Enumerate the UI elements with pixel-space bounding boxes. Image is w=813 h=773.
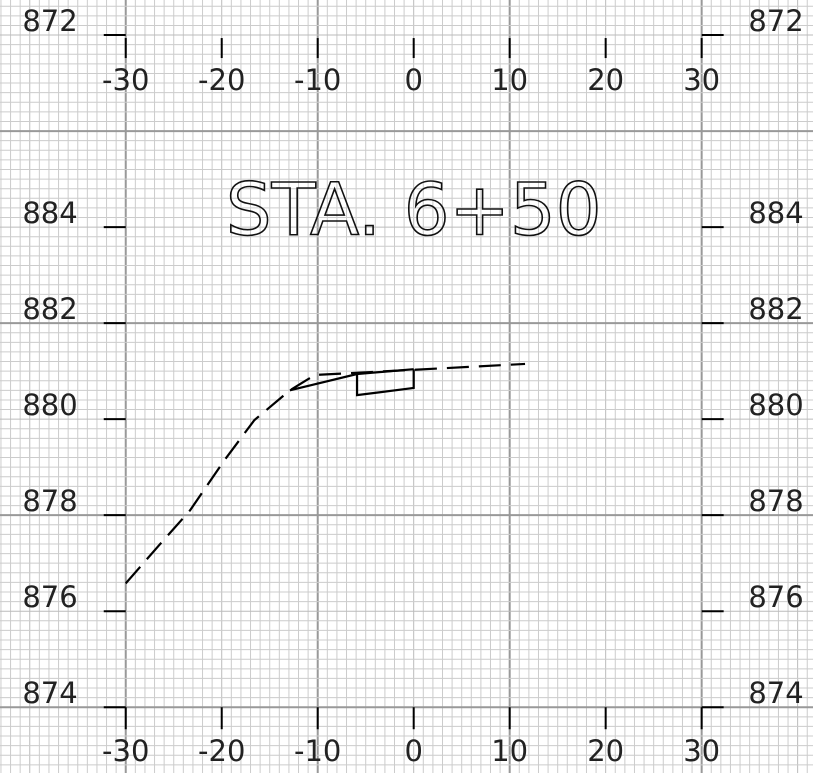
y-tick-label: 876 [748,580,803,614]
x-tick-label: 10 [491,734,528,768]
x-tick-label: 30 [683,63,720,97]
y-tick-label: 874 [22,676,77,710]
y-tick-label: 872 [748,4,803,38]
y-tick-label: 876 [22,580,77,614]
x-tick-label: -30 [102,734,149,768]
x-tick-label: -10 [294,734,341,768]
y-tick-label: 880 [748,388,803,422]
y-tick-label: 884 [22,196,77,230]
x-tick-label: 0 [404,63,422,97]
y-tick-label: 880 [22,388,77,422]
x-tick-label: 10 [491,63,528,97]
line [355,369,415,397]
line [124,362,526,585]
y-tick-label: 874 [748,676,803,710]
x-tick-label: -20 [198,734,245,768]
x-tick-label: -30 [102,63,149,97]
x-tick-label: 20 [587,734,624,768]
y-tick-label: 882 [22,292,77,326]
x-tick-label: 0 [404,734,422,768]
x-tick-label: -10 [294,63,341,97]
y-tick-label: 882 [748,292,803,326]
x-tick-label: 20 [587,63,624,97]
y-tick-label: 872 [22,4,77,38]
annotation: STA. 6+50 [226,168,602,252]
y-tick-label: 884 [748,196,803,230]
x-tick-label: 30 [683,734,720,768]
y-tick-label: 878 [22,484,77,518]
y-tick-label: 878 [748,484,803,518]
x-tick-label: -20 [198,63,245,97]
